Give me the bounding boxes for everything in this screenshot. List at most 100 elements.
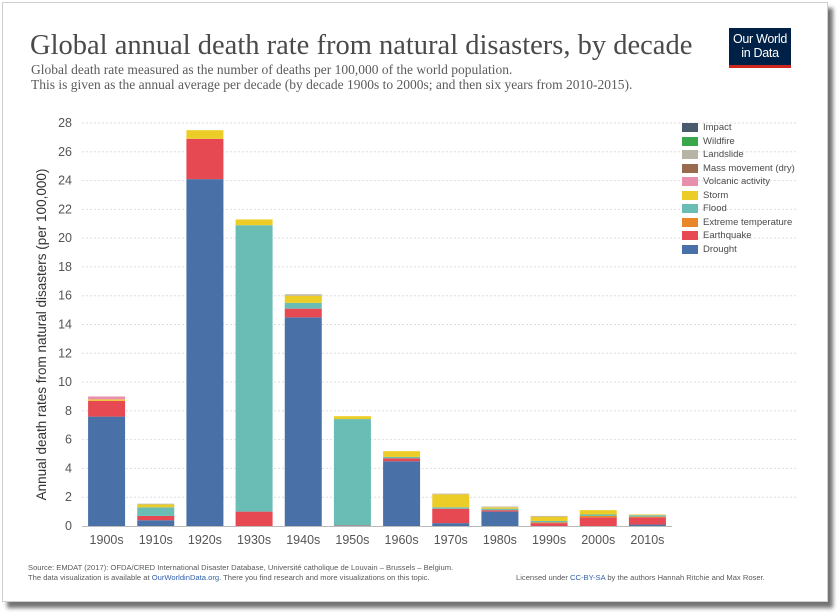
bar-segment-flood [333, 419, 371, 526]
bar-segment-earthquake [383, 458, 421, 462]
note-suffix: . There you find research and more visua… [219, 573, 430, 582]
bar-segment-drought [186, 179, 224, 526]
y-tick-label: 18 [58, 260, 72, 274]
bar-segment-landslide [137, 503, 175, 505]
bar-segment-storm [186, 130, 224, 139]
x-tick-label: 2010s [630, 533, 664, 547]
y-tick-label: 4 [65, 461, 72, 475]
legend-item-impact[interactable]: Impact [682, 121, 795, 135]
x-tick-label: 1940s [286, 533, 320, 547]
x-tick-label: 1930s [237, 533, 271, 547]
legend-swatch [682, 244, 698, 254]
bar-segment-flood [481, 508, 519, 511]
bar-segment-earthquake [530, 523, 568, 526]
x-tick-label: 1960s [385, 533, 419, 547]
bar-segment-drought [432, 523, 470, 526]
bar-segment-drought [137, 520, 175, 526]
legend-label: Landslide [703, 149, 744, 161]
logo-line-1: Our World [732, 32, 788, 46]
license-suffix: by the authors Hannah Ritchie and Max Ro… [605, 573, 765, 582]
x-tick-label: 1950s [335, 533, 369, 547]
subtitle-line-1: Global death rate measured as the number… [31, 62, 513, 77]
y-tick-label: 10 [58, 375, 72, 389]
legend-swatch [682, 231, 698, 241]
bar-segment-storm [137, 504, 175, 508]
legend-swatch [682, 190, 698, 200]
legend-item-earthquake[interactable]: Earthquake [682, 229, 795, 243]
legend-item-drought[interactable]: Drought [682, 243, 795, 257]
bar-segment-storm [235, 219, 273, 226]
x-tick-label: 1910s [139, 533, 173, 547]
legend-swatch [682, 204, 698, 214]
x-tick-label: 1900s [90, 533, 124, 547]
legend-label: Wildfire [703, 135, 735, 147]
bar-segment-earthquake [432, 508, 470, 524]
y-tick-label: 22 [58, 202, 72, 216]
bar-segment-storm [88, 399, 126, 401]
legend-swatch [682, 217, 698, 227]
bar-segment-earthquake [628, 517, 666, 525]
legend-item-volcanic-activity[interactable]: Volcanic activity [682, 175, 795, 189]
bar-segment-flood [383, 456, 421, 459]
x-tick-label: 1920s [188, 533, 222, 547]
bar-segment-earthquake [235, 511, 273, 526]
y-tick-label: 14 [58, 318, 72, 332]
legend-item-landslide[interactable]: Landslide [682, 148, 795, 162]
license-link[interactable]: CC-BY-SA [570, 573, 606, 582]
bar-segment-storm [432, 494, 470, 508]
legend-item-extreme-temperature[interactable]: Extreme temperature [682, 216, 795, 230]
note-text: The data visualization is available at O… [28, 573, 453, 583]
legend-swatch [682, 123, 698, 133]
bar-segment-flood [235, 225, 273, 512]
y-tick-label: 0 [65, 519, 72, 533]
bar-segment-landslide [284, 294, 322, 296]
bar-segment-flood [284, 302, 322, 309]
bar-segment-earthquake [137, 515, 175, 521]
legend-label: Storm [703, 189, 729, 201]
x-tick-label: 2000s [581, 533, 615, 547]
bar-segment-flood [579, 514, 617, 516]
legend-item-storm[interactable]: Storm [682, 189, 795, 203]
bar-segment-landslide [432, 493, 470, 495]
legend-label: Drought [703, 243, 737, 255]
legend-label: Volcanic activity [703, 176, 771, 188]
license-prefix: Licensed under [516, 573, 571, 582]
logo-line-2: in Data [741, 46, 779, 60]
bar-segment-extreme-temperature [530, 522, 568, 524]
bar-segment-flood [432, 507, 470, 509]
legend-label: Mass movement (dry) [703, 162, 795, 174]
legend-label: Extreme temperature [703, 216, 793, 228]
bar-segment-storm [383, 451, 421, 457]
legend-swatch [682, 136, 698, 146]
y-tick-label: 20 [58, 231, 72, 245]
y-tick-label: 2 [65, 490, 72, 504]
legend-swatch [682, 177, 698, 187]
y-tick-label: 24 [58, 174, 72, 188]
legend-item-wildfire[interactable]: Wildfire [682, 135, 795, 149]
bar-segment-storm [481, 507, 519, 509]
bar-segment-earthquake [284, 308, 322, 318]
bar-segment-storm [628, 514, 666, 516]
chart-title: Global annual death rate from natural di… [30, 30, 693, 61]
bar-segment-storm [579, 510, 617, 515]
owid-link[interactable]: OurWorldinData.org [151, 573, 220, 582]
bar-segment-earthquake [579, 517, 617, 526]
bar-segment-volcanic-activity [88, 396, 126, 400]
y-tick-label: 16 [58, 289, 72, 303]
subtitle-line-2: This is given as the annual average per … [31, 77, 633, 92]
bar-segment-earthquake [481, 510, 519, 512]
legend-item-mass-movement-dry[interactable]: Mass movement (dry) [682, 162, 795, 176]
legend-item-flood[interactable]: Flood [682, 202, 795, 216]
y-axis-label: Annual death rates from natural disaster… [34, 169, 49, 501]
y-tick-label: 8 [65, 404, 72, 418]
y-tick-label: 28 [58, 116, 72, 130]
bar-segment-drought [628, 524, 666, 526]
x-tick-label: 1980s [483, 533, 517, 547]
bar-segment-landslide [481, 506, 519, 508]
bar-segment-earthquake [186, 138, 224, 180]
owid-logo[interactable]: Our World in Data [729, 28, 791, 68]
chart-subtitle: Global death rate measured as the number… [31, 62, 632, 92]
legend-label: Flood [703, 203, 727, 215]
bar-segment-drought [481, 511, 519, 526]
